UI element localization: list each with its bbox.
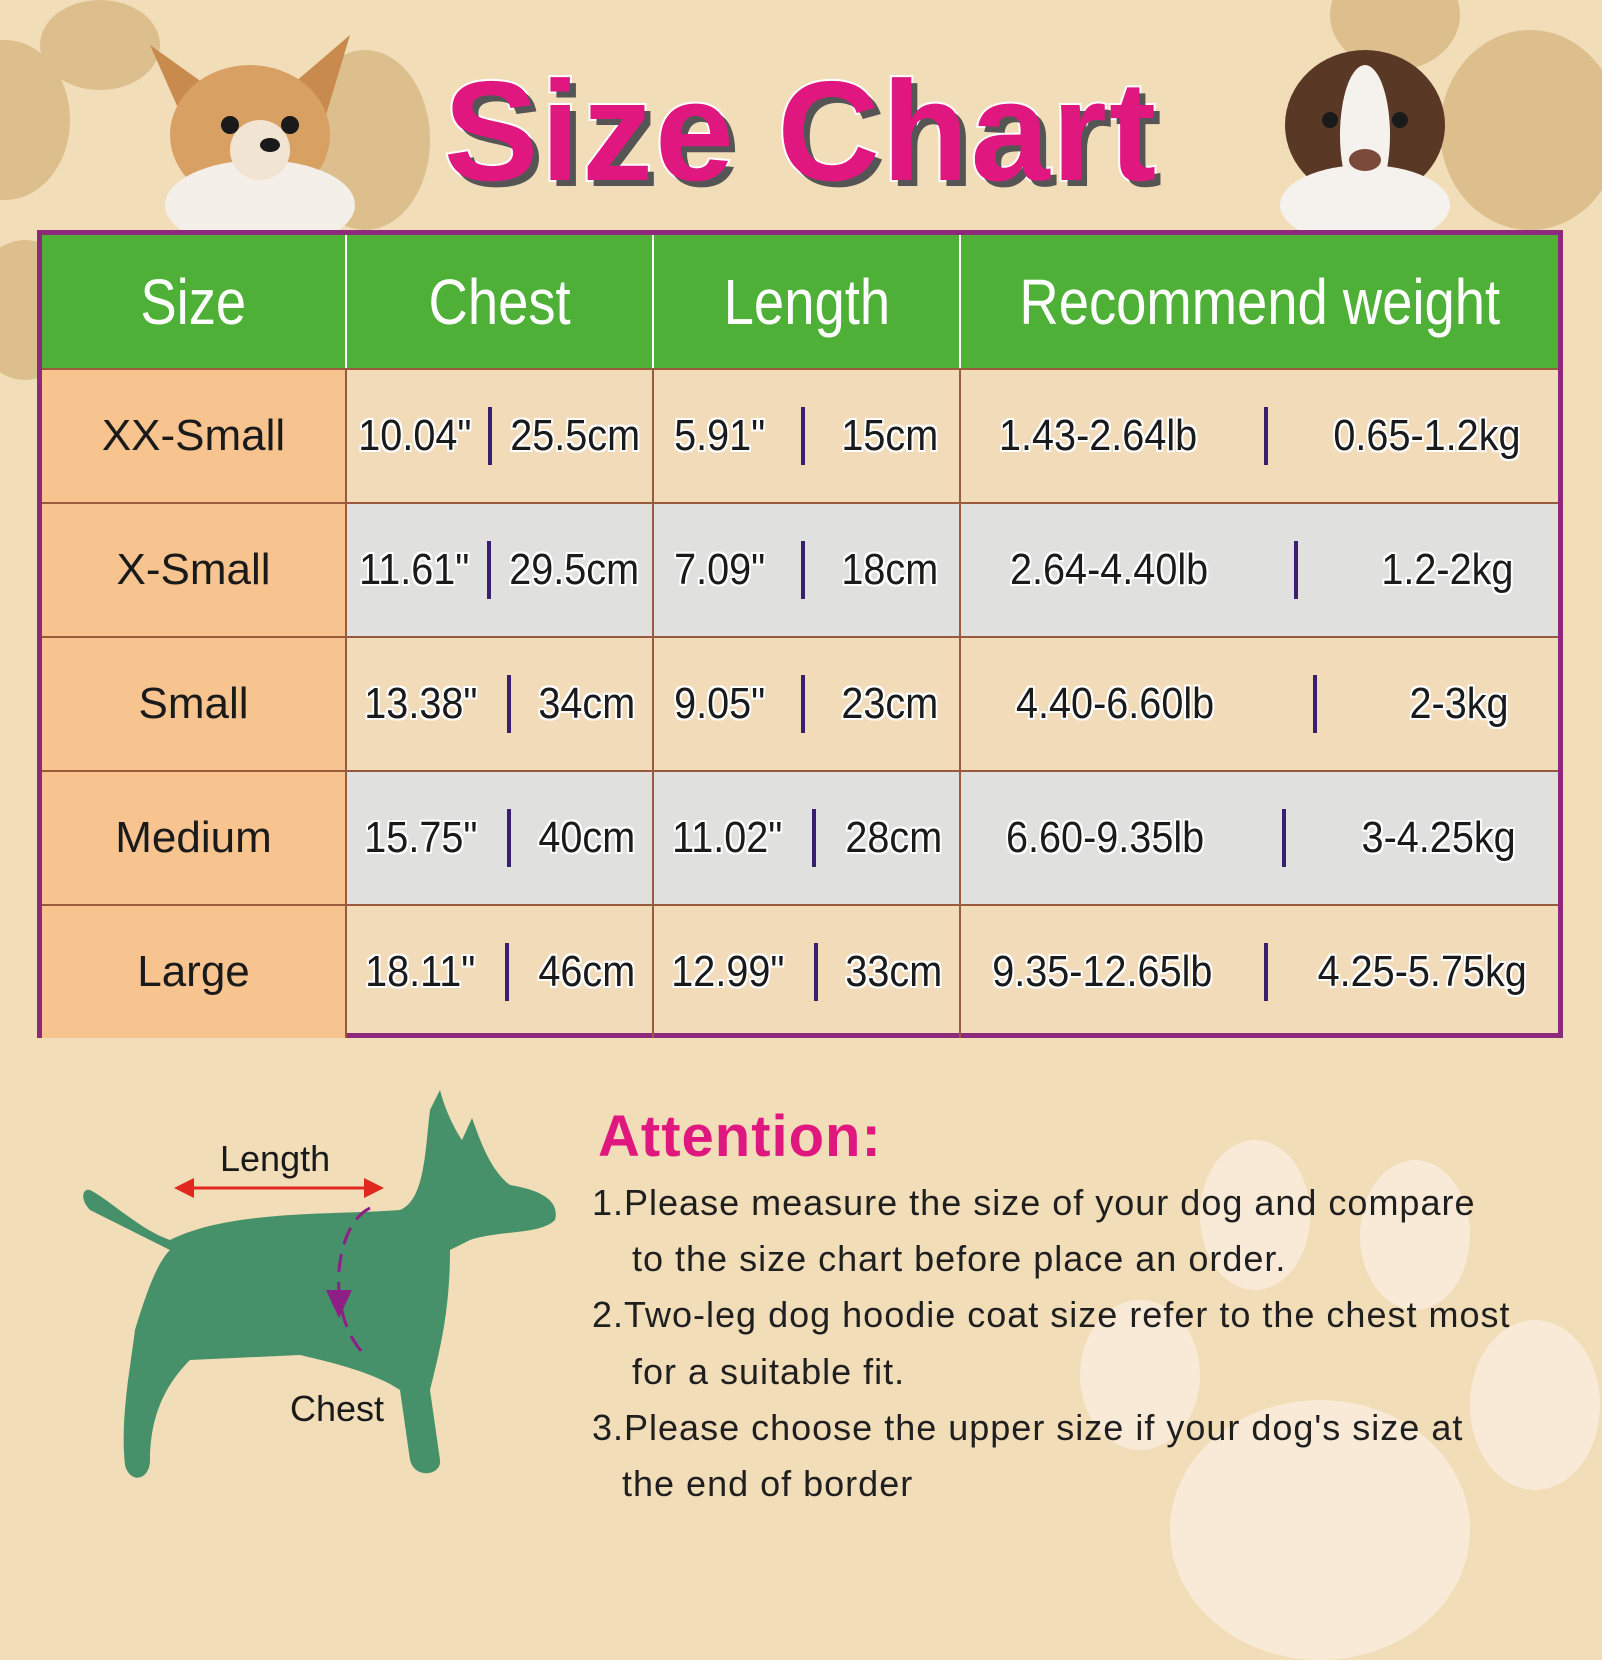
chest-imperial: 10.04" bbox=[358, 411, 472, 460]
length-cell: 9.05" 23cm bbox=[654, 636, 961, 770]
size-cell: Large bbox=[42, 904, 347, 1038]
weight-imperial: 9.35-12.65lb bbox=[992, 947, 1213, 996]
value-separator bbox=[801, 541, 806, 599]
weight-metric: 1.2-2kg bbox=[1380, 545, 1513, 594]
length-metric: 23cm bbox=[841, 679, 939, 728]
header-label: Size bbox=[140, 265, 247, 338]
chest-metric: 29.5cm bbox=[509, 545, 640, 594]
column-header-chest: Chest bbox=[347, 235, 654, 368]
value-separator bbox=[488, 407, 493, 465]
paw-print-decoration bbox=[1470, 1320, 1600, 1490]
length-imperial: 5.91" bbox=[674, 411, 766, 460]
value-separator bbox=[1312, 675, 1317, 733]
value-separator bbox=[486, 541, 491, 599]
chest-metric: 40cm bbox=[538, 813, 636, 862]
length-cell: 7.09" 18cm bbox=[654, 502, 961, 636]
weight-metric: 3-4.25kg bbox=[1361, 813, 1516, 862]
chest-imperial: 15.75" bbox=[364, 813, 478, 862]
value-separator bbox=[1263, 943, 1268, 1001]
chest-metric: 34cm bbox=[538, 679, 636, 728]
header-label: Length bbox=[723, 265, 890, 338]
header-label: Chest bbox=[428, 265, 571, 338]
value-separator bbox=[506, 809, 511, 867]
attention-line: the end of border bbox=[622, 1463, 914, 1504]
header-label: Recommend weight bbox=[1019, 265, 1500, 338]
chest-imperial: 18.11" bbox=[364, 947, 476, 996]
chest-cell: 18.11" 46cm bbox=[347, 904, 654, 1038]
attention-line: for a suitable fit. bbox=[632, 1351, 906, 1392]
chest-cell: 10.04" 25.5cm bbox=[347, 368, 654, 502]
column-header-length: Length bbox=[654, 235, 961, 368]
length-imperial: 7.09" bbox=[674, 545, 766, 594]
size-cell: Small bbox=[42, 636, 347, 770]
size-cell: Medium bbox=[42, 770, 347, 904]
chest-cell: 13.38" 34cm bbox=[347, 636, 654, 770]
weight-cell: 2.64-4.40lb 1.2-2kg bbox=[961, 502, 1558, 636]
length-metric: 18cm bbox=[841, 545, 939, 594]
length-label: Length bbox=[220, 1138, 331, 1179]
value-separator bbox=[811, 809, 816, 867]
paw-print-decoration bbox=[1360, 1160, 1470, 1310]
attention-line: 2.Two-leg dog hoodie coat size refer to … bbox=[592, 1294, 1511, 1335]
puppy-photo bbox=[1280, 50, 1450, 230]
chest-imperial: 11.61" bbox=[358, 545, 470, 594]
size-cell: X-Small bbox=[42, 502, 347, 636]
size-table: Size Chest Length Recommend weight XX-Small 1… bbox=[37, 230, 1563, 1038]
attention-heading: Attention: bbox=[598, 1104, 882, 1169]
value-separator bbox=[506, 675, 511, 733]
value-separator bbox=[813, 943, 818, 1001]
paw-print-decoration bbox=[1200, 1140, 1310, 1290]
value-separator bbox=[504, 943, 509, 1001]
paw-print-decoration bbox=[40, 0, 160, 90]
chihuahua-photo bbox=[150, 35, 355, 230]
value-separator bbox=[801, 675, 806, 733]
attention-line: 1.Please measure the size of your dog an… bbox=[592, 1182, 1476, 1223]
chest-cell: 15.75" 40cm bbox=[347, 770, 654, 904]
length-imperial: 9.05" bbox=[674, 679, 766, 728]
length-imperial: 12.99" bbox=[671, 947, 785, 996]
weight-metric: 0.65-1.2kg bbox=[1332, 411, 1521, 460]
chest-metric: 46cm bbox=[537, 947, 635, 996]
value-separator bbox=[1294, 541, 1299, 599]
page-title: Size Chart bbox=[442, 50, 1159, 213]
weight-imperial: 6.60-9.35lb bbox=[1005, 813, 1204, 862]
weight-metric: 4.25-5.75kg bbox=[1317, 947, 1528, 996]
weight-cell: 6.60-9.35lb 3-4.25kg bbox=[961, 770, 1558, 904]
attention-line: to the size chart before place an order. bbox=[632, 1238, 1287, 1279]
column-header-size: Size bbox=[42, 235, 347, 368]
length-metric: 28cm bbox=[844, 813, 942, 862]
paw-print-decoration bbox=[1080, 1300, 1200, 1450]
length-imperial: 11.02" bbox=[671, 813, 783, 862]
length-cell: 5.91" 15cm bbox=[654, 368, 961, 502]
weight-cell: 4.40-6.60lb 2-3kg bbox=[961, 636, 1558, 770]
weight-imperial: 2.64-4.40lb bbox=[1009, 545, 1208, 594]
size-cell: XX-Small bbox=[42, 368, 347, 502]
length-cell: 12.99" 33cm bbox=[654, 904, 961, 1038]
attention-line: 3.Please choose the upper size if your d… bbox=[592, 1407, 1464, 1448]
weight-metric: 2-3kg bbox=[1409, 679, 1509, 728]
weight-cell: 9.35-12.65lb 4.25-5.75kg bbox=[961, 904, 1558, 1038]
length-metric: 33cm bbox=[845, 947, 943, 996]
value-separator bbox=[1263, 407, 1268, 465]
chest-cell: 11.61" 29.5cm bbox=[347, 502, 654, 636]
dog-silhouette bbox=[83, 1090, 556, 1478]
column-header-recommend-weight: Recommend weight bbox=[961, 235, 1558, 368]
chest-label: Chest bbox=[290, 1388, 385, 1429]
weight-cell: 1.43-2.64lb 0.65-1.2kg bbox=[961, 368, 1558, 502]
value-separator bbox=[801, 407, 806, 465]
weight-imperial: 4.40-6.60lb bbox=[1015, 679, 1214, 728]
dog-measurement-diagram bbox=[83, 1090, 556, 1478]
length-cell: 11.02" 28cm bbox=[654, 770, 961, 904]
chest-metric: 25.5cm bbox=[509, 411, 640, 460]
chest-imperial: 13.38" bbox=[364, 679, 478, 728]
length-metric: 15cm bbox=[841, 411, 939, 460]
weight-imperial: 1.43-2.64lb bbox=[999, 411, 1198, 460]
paw-print-decoration bbox=[1440, 30, 1602, 230]
value-separator bbox=[1281, 809, 1286, 867]
